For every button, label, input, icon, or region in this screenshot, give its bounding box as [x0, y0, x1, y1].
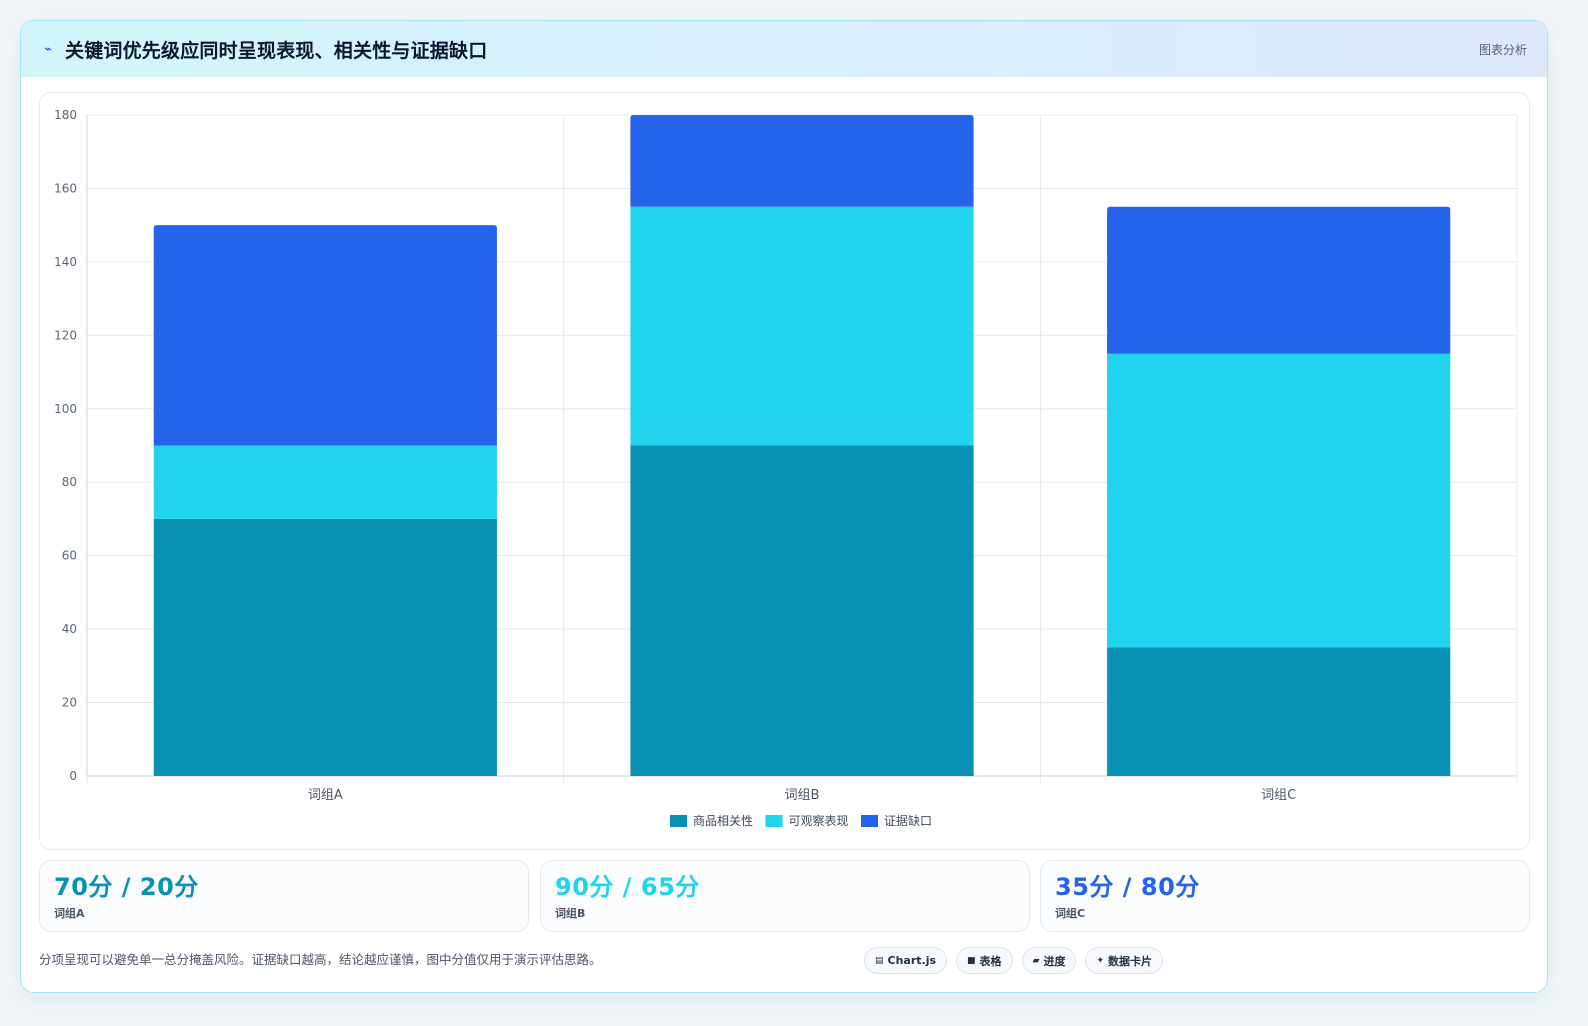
y-tick-label: 100	[54, 402, 77, 416]
header-title-group: ⌁ 关键词优先级应同时呈现表现、相关性与证据缺口	[41, 36, 487, 63]
chip-label: 表格	[979, 954, 1002, 968]
chip-label: Chart.js	[887, 954, 937, 967]
card-icon: ✦	[1096, 955, 1105, 966]
y-tick-label: 120	[54, 328, 77, 342]
stat-label: 词组A	[54, 907, 85, 920]
chip-table[interactable]: ■ 表格	[956, 947, 1013, 974]
chip-label: 数据卡片	[1108, 954, 1153, 968]
bar-segment	[630, 115, 974, 207]
bar-segment	[1107, 206, 1451, 354]
stat-card-c: 35分 / 80分 词组C	[1040, 860, 1530, 932]
y-tick-label: 80	[62, 475, 77, 489]
x-tick-label: 词组B	[785, 788, 820, 803]
chart-card: ⌁ 关键词优先级应同时呈现表现、相关性与证据缺口 图表分析 0 20 40 60 80 1…	[20, 20, 1548, 993]
bar-segment	[630, 445, 974, 776]
pulse-icon: ⌁	[44, 41, 52, 57]
stat-value: 90分 / 65分	[555, 873, 700, 901]
stacked-bar-chart: 0 20 40 60 80 100 120 140 160 180 词组A 词组B 词组C 商品相关性 可观…	[54, 108, 1518, 828]
stat-label: 词组B	[555, 907, 586, 920]
chip-label: 进度	[1043, 954, 1066, 968]
chart-panel: 0 20 40 60 80 100 120 140 160 180 词组A 词组B 词组C 商品相关性 可观…	[39, 92, 1530, 850]
stat-label: 词组C	[1055, 907, 1086, 920]
y-tick-label: 20	[62, 696, 77, 710]
page-title: 关键词优先级应同时呈现表现、相关性与证据缺口	[65, 39, 488, 62]
bar-segment	[630, 206, 974, 446]
chip-group: ▤ Chart.js ■ 表格 ▰ 进度 ✦ 数据卡片	[864, 947, 1164, 974]
bar-segment	[153, 518, 497, 776]
header-tag: 图表分析	[1478, 42, 1527, 57]
footer-note: 分项呈现可以避免单一总分掩盖风险。证据缺口越高，结论越应谨慎，图中分值仅用于演示…	[39, 952, 602, 967]
legend-label: 商品相关性	[693, 813, 753, 828]
legend-swatch	[765, 815, 783, 827]
stat-card-a: 70分 / 20分 词组A	[39, 860, 529, 932]
y-tick-label: 0	[69, 769, 77, 783]
stat-value: 70分 / 20分	[54, 873, 199, 901]
legend-swatch	[670, 815, 687, 827]
bar-segment	[153, 225, 497, 446]
chip-data-card[interactable]: ✦ 数据卡片	[1085, 947, 1164, 974]
progress-icon: ▰	[1032, 955, 1040, 966]
chip-progress[interactable]: ▰ 进度	[1021, 947, 1077, 974]
bar-segment	[1107, 353, 1451, 648]
table-icon: ■	[967, 955, 976, 966]
y-tick-label: 160	[54, 181, 77, 195]
stat-value: 35分 / 80分	[1055, 873, 1200, 901]
chart-icon: ▤	[875, 955, 884, 966]
legend-swatch	[861, 815, 878, 827]
x-tick-label: 词组A	[308, 788, 343, 803]
bar-segment	[1107, 647, 1451, 776]
bar-segment	[153, 445, 497, 519]
legend-label: 可观察表现	[789, 814, 849, 828]
y-tick-label: 140	[54, 255, 77, 269]
legend-label: 证据缺口	[884, 813, 932, 828]
x-tick-label: 词组C	[1261, 788, 1296, 803]
stat-card-b: 90分 / 65分 词组B	[540, 860, 1030, 932]
card-header: ⌁ 关键词优先级应同时呈现表现、相关性与证据缺口 图表分析	[21, 21, 1547, 77]
chip-chartjs[interactable]: ▤ Chart.js	[864, 947, 948, 974]
y-tick-label: 60	[62, 549, 77, 563]
y-tick-label: 180	[54, 108, 77, 122]
y-tick-label: 40	[62, 622, 77, 636]
